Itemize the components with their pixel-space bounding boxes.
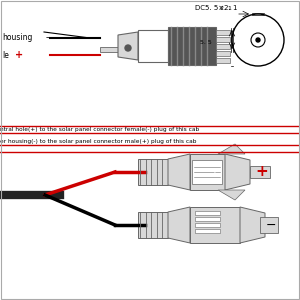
Polygon shape [118,32,138,60]
Polygon shape [240,207,265,243]
Polygon shape [168,154,190,190]
Polygon shape [168,207,190,243]
Bar [168,27,216,65]
Bar [195,229,220,233]
Bar [195,211,220,215]
Text: er housing(-) to the solar panel connector male(+) plug of this cab: er housing(-) to the solar panel connect… [0,140,196,145]
Bar [138,212,168,238]
Bar [216,30,230,35]
Bar [216,37,230,42]
Bar [216,51,230,56]
Circle shape [125,45,131,51]
Text: le: le [2,50,9,59]
Polygon shape [225,154,250,190]
Text: 5. 5: 5. 5 [200,40,212,46]
Bar [100,47,118,52]
Bar [216,58,230,63]
Text: +: + [256,164,268,179]
Polygon shape [218,190,245,200]
Bar [190,207,240,243]
Bar [138,30,168,62]
Text: —: — [46,34,54,43]
Bar [216,44,230,49]
Bar [195,223,220,227]
Text: +: + [15,50,23,60]
Bar [192,160,222,184]
Text: −: − [266,218,276,232]
Bar [138,159,168,185]
Text: housing: housing [2,34,32,43]
Text: DC5. 5×2. 1: DC5. 5×2. 1 [195,5,238,11]
Text: 2. 1: 2. 1 [220,5,232,10]
Bar [250,166,270,178]
Bar [260,217,278,233]
Polygon shape [218,144,245,154]
Bar [195,217,220,221]
Bar [210,162,218,182]
Bar [190,154,225,190]
Circle shape [251,33,265,47]
Circle shape [256,38,260,42]
Circle shape [232,14,284,66]
Text: +: + [211,169,217,175]
Text: ntral hole(+) to the solar panel connector female(-) plug of this cab: ntral hole(+) to the solar panel connect… [0,128,199,133]
